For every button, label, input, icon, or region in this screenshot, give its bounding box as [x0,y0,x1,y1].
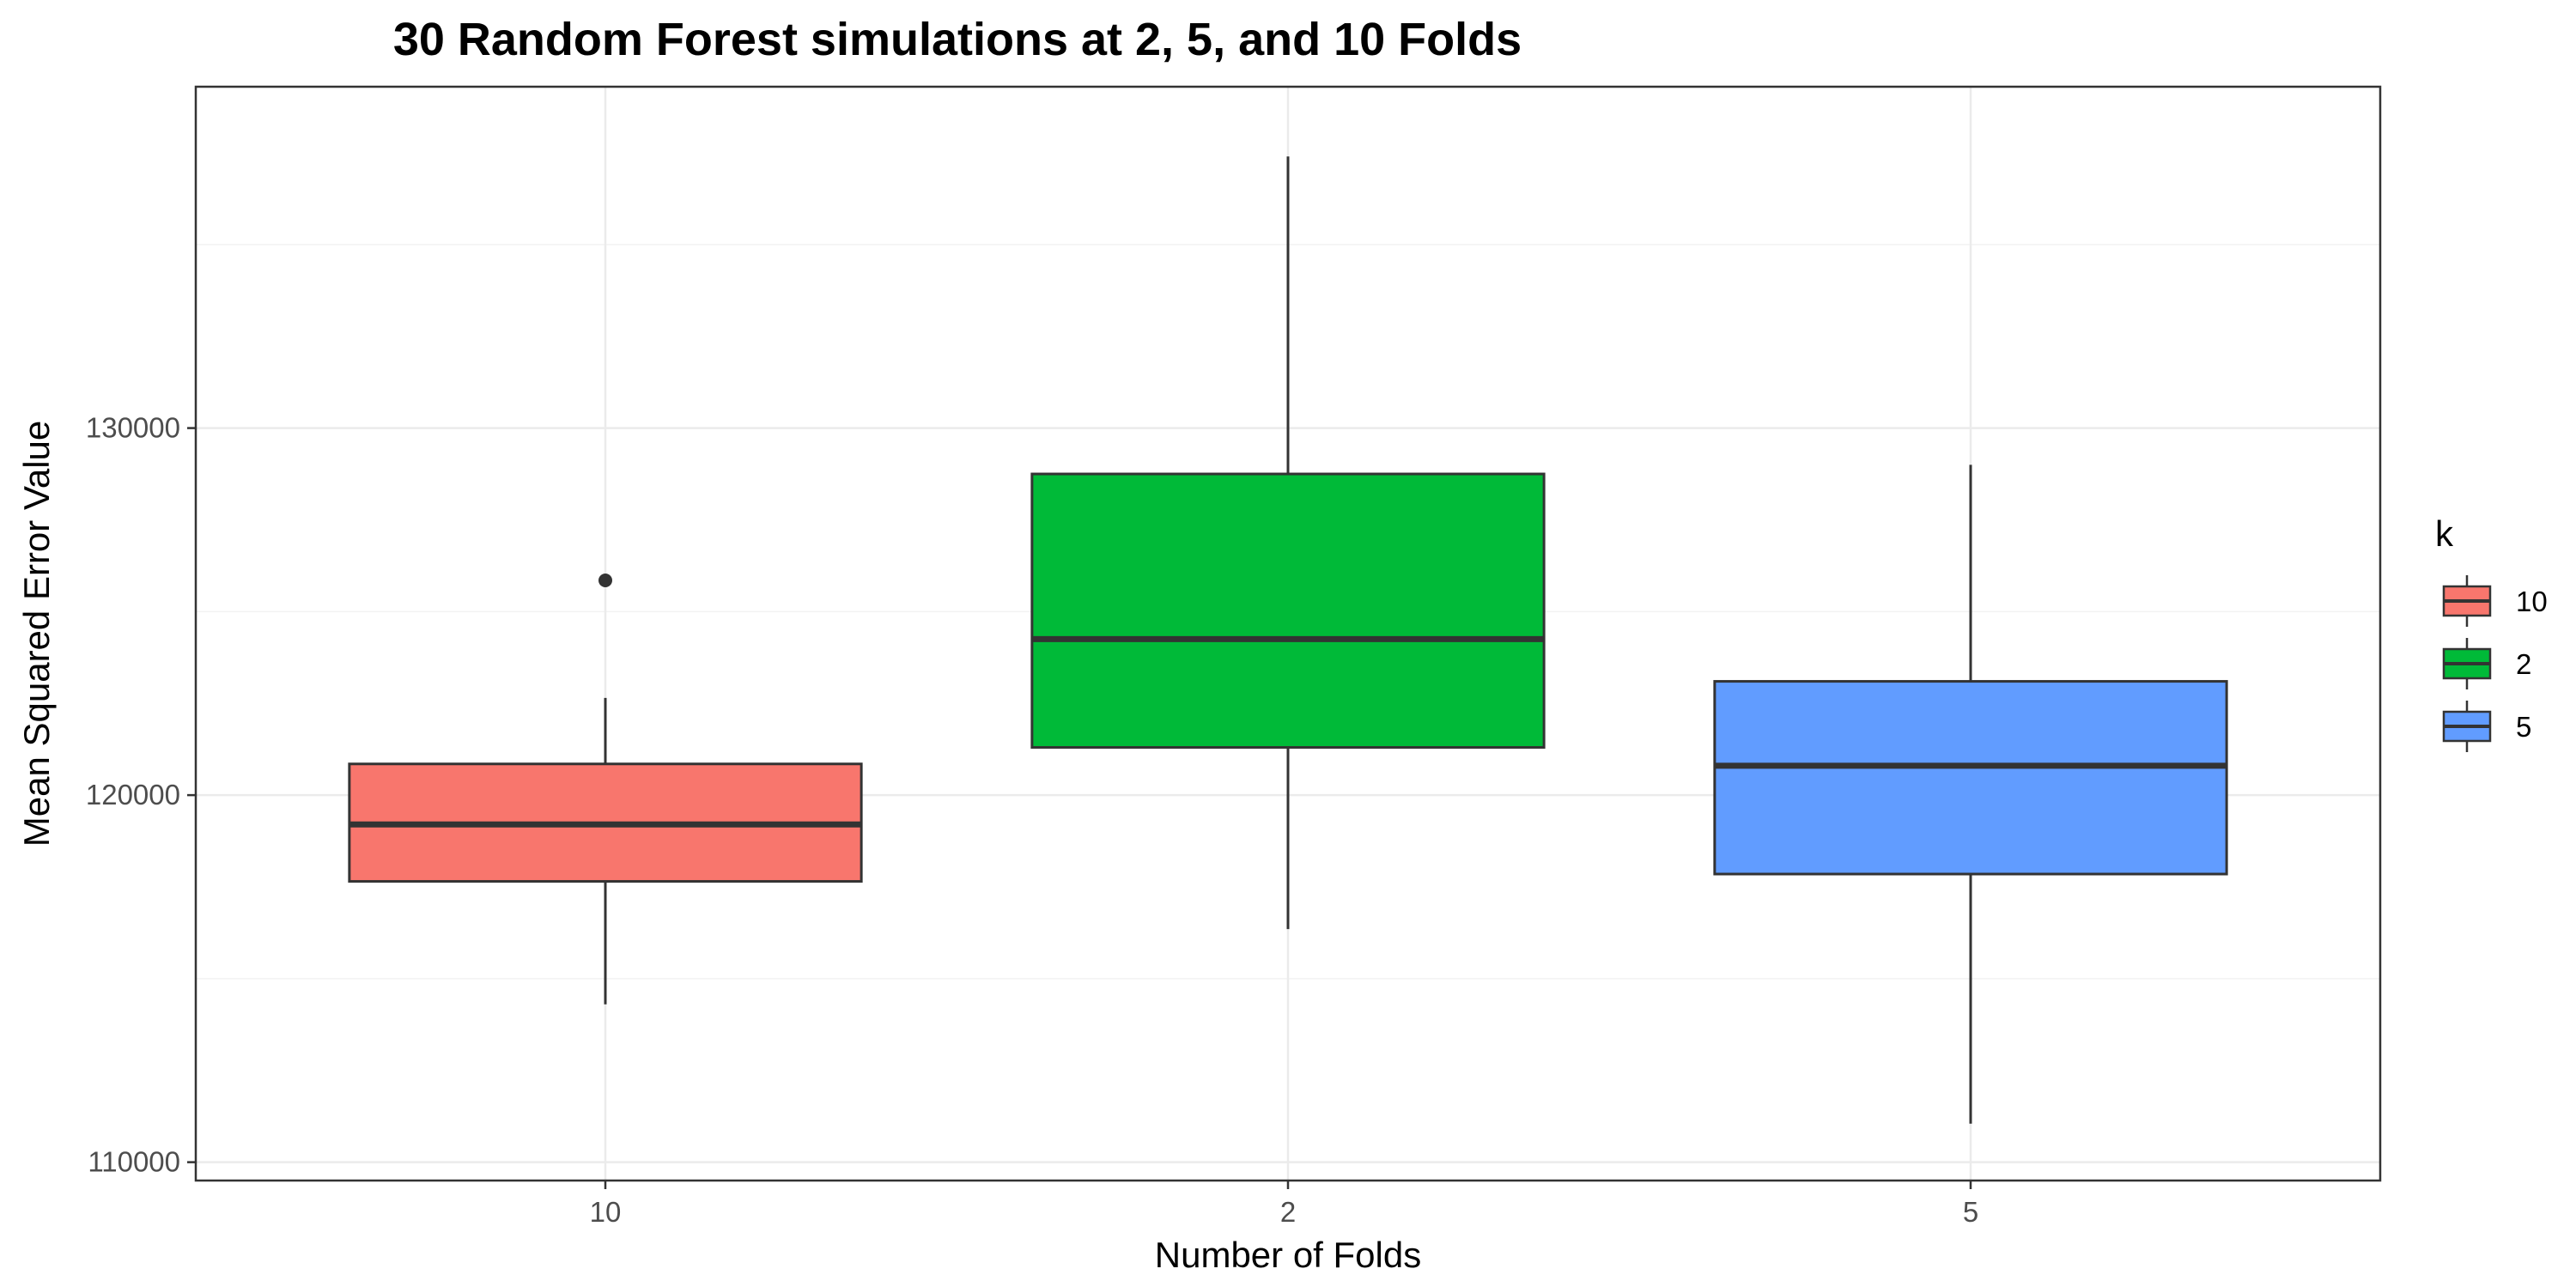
y-tick-label: 130000 [86,412,180,444]
box-2 [1030,156,1546,930]
y-axis-title: Mean Squared Error Value [16,421,57,847]
y-tick-label: 120000 [86,779,180,810]
legend-entry-2: 2 [2442,638,2531,689]
chart-title: 30 Random Forest simulations at 2, 5, an… [393,14,1522,65]
x-tick-label: 10 [590,1196,622,1228]
legend-label: 10 [2516,586,2548,617]
x-axis-title: Number of Folds [1155,1235,1421,1275]
legend-label: 5 [2516,711,2531,743]
x-tick-label: 5 [1963,1196,1978,1228]
outlier-point [598,574,612,588]
x-tick-label: 2 [1280,1196,1296,1228]
axes: 110000 120000 130000 10 2 5 [86,412,1978,1228]
box-5 [1713,464,2228,1124]
legend-entry-5: 5 [2442,701,2531,752]
box-layer [348,156,2228,1124]
legend: k 10 2 5 [2435,513,2548,752]
legend-entries: 10 2 5 [2442,575,2548,752]
box-10 [348,574,863,1005]
box-body [1030,472,1546,750]
box-body [1713,680,2228,876]
legend-label: 2 [2516,648,2531,680]
y-tick-label: 110000 [88,1146,180,1178]
legend-entry-10: 10 [2442,575,2548,627]
legend-title: k [2435,513,2454,554]
